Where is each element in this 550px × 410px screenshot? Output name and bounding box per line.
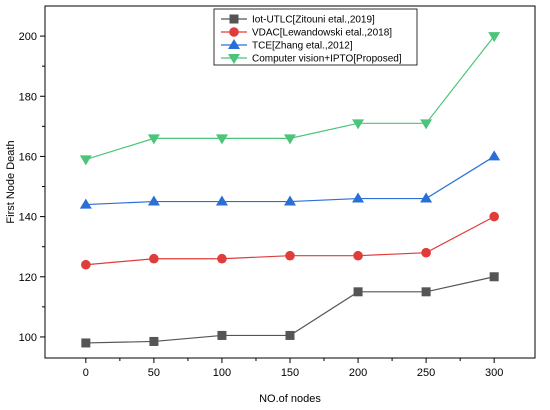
legend-entry: VDAC[Lewandowski etal.,2018] [252, 28, 392, 39]
data-point [353, 287, 363, 297]
y-axis-label: First Node Death [5, 140, 17, 223]
legend-entry: Iot-UTLC[Zitouni etal.,2019] [252, 15, 375, 26]
data-point [420, 192, 433, 203]
y-tick-label: 140 [19, 212, 37, 224]
data-point [420, 119, 433, 130]
legend-marker [228, 39, 240, 49]
data-point [81, 338, 91, 348]
x-tick-label: 250 [417, 367, 435, 379]
y-tick-label: 160 [19, 151, 37, 163]
x-tick-label: 0 [83, 367, 89, 379]
data-point [421, 287, 431, 297]
data-point [488, 32, 501, 43]
x-tick-label: 100 [213, 367, 231, 379]
data-point [489, 272, 499, 282]
series-3 [79, 150, 501, 209]
y-tick-label: 120 [19, 272, 37, 284]
data-point [79, 198, 92, 209]
y-tick-label: 200 [19, 31, 37, 43]
data-point [353, 250, 363, 261]
series-layer [79, 32, 501, 348]
data-point [285, 330, 295, 340]
data-point [421, 247, 431, 258]
data-point [215, 195, 228, 206]
x-tick-label: 200 [349, 367, 367, 379]
data-point [285, 250, 295, 261]
data-point [352, 119, 365, 130]
x-tick-label: 150 [281, 367, 299, 379]
y-tick-label: 100 [19, 332, 37, 344]
data-point [284, 134, 296, 145]
data-point [488, 150, 501, 161]
data-point [284, 195, 296, 206]
legend-entry: Computer vision+IPTO[Proposed] [252, 54, 402, 65]
legend: Iot-UTLC[Zitouni etal.,2019] VDAC[Lewando… [213, 8, 418, 66]
y-tick-label: 180 [19, 91, 37, 103]
data-point [215, 134, 228, 145]
data-point [149, 253, 159, 264]
data-point [147, 195, 160, 206]
data-point [217, 253, 227, 264]
data-point [79, 155, 92, 166]
x-tick-label: 300 [485, 367, 503, 379]
legend-entry: TCE[Zhang etal.,2012] [252, 41, 353, 52]
data-point [149, 336, 159, 346]
series-4 [79, 32, 501, 166]
data-point [81, 259, 91, 270]
series-2 [81, 211, 499, 270]
data-point [147, 134, 160, 145]
data-point [489, 211, 499, 222]
x-axis: 0 50 100 150 200 250 300 [83, 358, 503, 379]
x-axis-label: NO.of nodes [259, 393, 321, 405]
x-tick-label: 50 [148, 367, 160, 379]
data-point [352, 192, 365, 203]
legend-marker [229, 14, 239, 24]
legend-marker [229, 27, 239, 37]
series-1 [81, 272, 499, 348]
legend-box [213, 8, 418, 66]
y-axis: 100 120 140 160 180 200 [19, 31, 45, 344]
legend-marker [228, 54, 240, 64]
data-point [217, 330, 227, 340]
